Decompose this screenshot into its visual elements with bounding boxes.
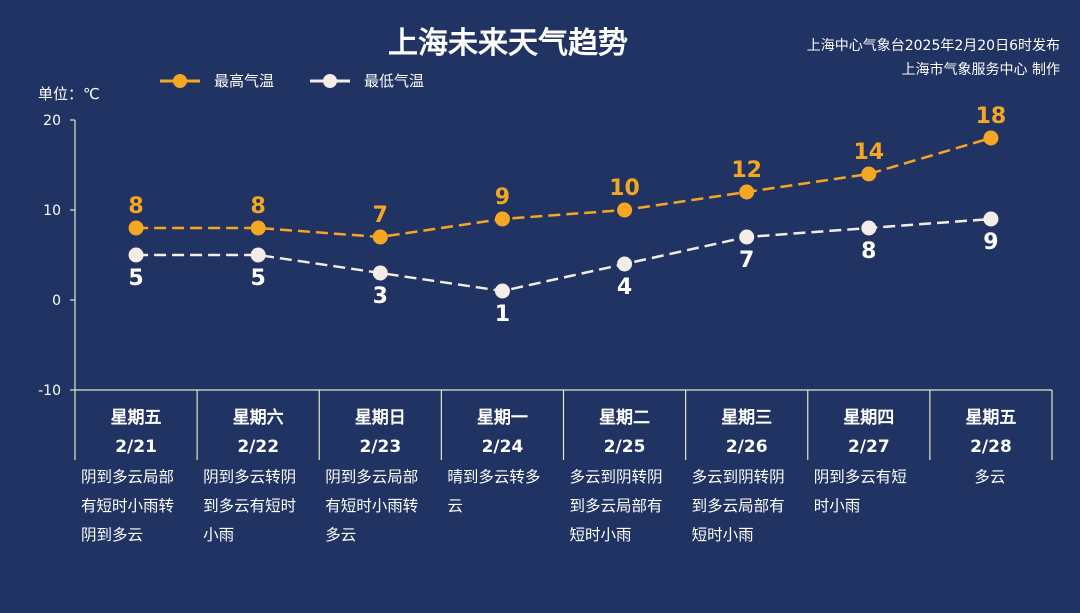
data-label-high: 18 [976, 104, 1007, 129]
legend-marker-low [323, 74, 337, 88]
day-columns: 星期五 2/21 星期六 2/22 星期日 2/23 星期一 2/24 星期二 2/25 星期三 2/… [74, 390, 1053, 460]
point-high [861, 166, 877, 182]
data-label-low: 1 [495, 302, 510, 327]
point-low [128, 247, 144, 263]
point-low [739, 229, 755, 245]
date-label: 2/21 [115, 437, 157, 457]
weather-description: 多云到阴转阴到多云局部有短时小雨 [569, 468, 663, 544]
legend-label-high: 最高气温 [214, 72, 274, 90]
legend-marker-high [173, 74, 187, 88]
source-line-2: 上海市气象服务中心 制作 [902, 61, 1060, 78]
date-label: 2/26 [726, 437, 768, 457]
point-high [128, 220, 144, 236]
data-label-high: 10 [609, 176, 640, 201]
point-high [372, 229, 388, 245]
data-label-high: 8 [251, 194, 266, 219]
legend: 最高气温 最低气温 [160, 72, 424, 90]
legend-item-high: 最高气温 [160, 72, 274, 90]
point-low [617, 256, 633, 272]
data-label-low: 9 [983, 230, 998, 255]
data-label-high: 8 [128, 194, 143, 219]
y-tick-label: 20 [43, 113, 61, 129]
weekday-label: 星期五 [111, 408, 162, 428]
data-label-high: 14 [854, 140, 885, 165]
data-label-high: 7 [373, 203, 388, 228]
y-tick-label: -10 [38, 383, 61, 399]
weather-description: 多云 [974, 468, 1006, 486]
point-low [861, 220, 877, 236]
series-line-low [136, 217, 991, 293]
weather-description: 阴到多云有短时小雨 [813, 468, 907, 515]
series-lines [136, 136, 992, 293]
date-label: 2/23 [359, 437, 401, 457]
data-label-high: 9 [495, 185, 510, 210]
date-label: 2/24 [482, 437, 524, 457]
data-label-low: 5 [128, 266, 143, 291]
source-line-1: 上海中心气象台2025年2月20日6时发布 [807, 38, 1060, 54]
weekday-label: 星期日 [355, 408, 406, 428]
weather-description: 阴到多云转阴到多云有短时小雨 [203, 468, 297, 544]
weekday-label: 星期四 [843, 408, 894, 428]
weekday-label: 星期三 [721, 408, 772, 428]
data-label-low: 5 [251, 266, 266, 291]
point-high [739, 184, 755, 200]
weather-description: 多云到阴转阴到多云局部有短时小雨 [691, 468, 785, 544]
date-label: 2/28 [970, 437, 1012, 457]
weekday-label: 星期二 [599, 408, 650, 428]
weather-description: 阴到多云局部有短时小雨转阴到多云 [81, 468, 175, 544]
date-label: 2/25 [604, 437, 646, 457]
weather-description: 阴到多云局部有短时小雨转多云 [325, 468, 419, 544]
series-points [128, 130, 999, 299]
y-tick-label: 10 [43, 203, 61, 219]
y-tick-label: 0 [52, 293, 61, 309]
data-label-low: 3 [373, 284, 388, 309]
data-label-low: 4 [617, 275, 632, 300]
point-low [494, 283, 510, 299]
point-high [617, 202, 633, 218]
data-label-high: 12 [731, 158, 762, 183]
data-label-low: 8 [861, 239, 876, 264]
point-low [983, 211, 999, 227]
point-low [372, 265, 388, 281]
weekday-label: 星期六 [233, 407, 284, 428]
point-low [250, 247, 266, 263]
legend-item-low: 最低气温 [310, 72, 424, 90]
weekday-label: 星期五 [965, 408, 1016, 428]
legend-label-low: 最低气温 [364, 72, 424, 90]
chart-title: 上海未来天气趋势 [388, 26, 628, 61]
point-high [250, 220, 266, 236]
point-high [983, 130, 999, 146]
y-axis-unit: 单位：℃ [38, 85, 100, 103]
data-label-low: 7 [739, 248, 754, 273]
weekday-label: 星期一 [477, 408, 528, 428]
weather-description: 晴到多云转多云 [447, 468, 541, 515]
date-label: 2/27 [848, 437, 890, 457]
date-label: 2/22 [237, 437, 279, 457]
point-high [494, 211, 510, 227]
